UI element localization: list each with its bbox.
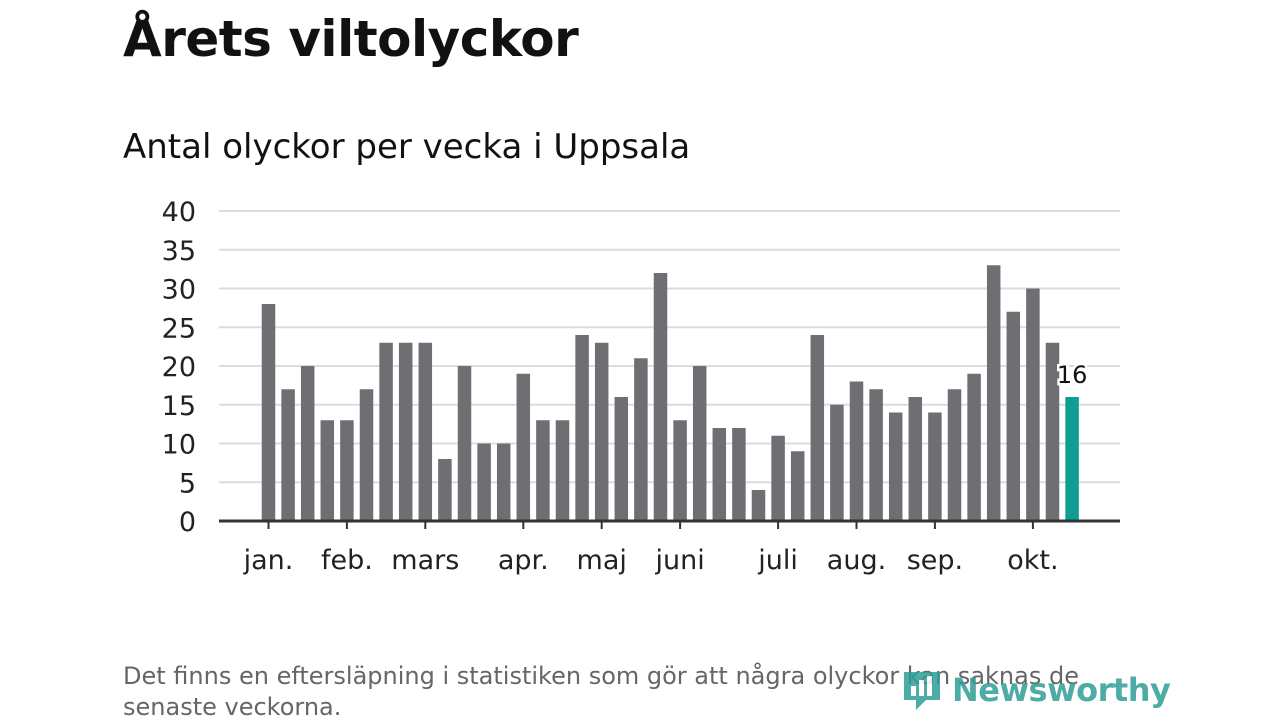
- x-tick-label-juni: juni: [654, 545, 704, 576]
- bar-week-22: [673, 420, 687, 521]
- chart-subtitle: Antal olyckor per vecka i Uppsala: [123, 127, 691, 167]
- bar-week-27: [771, 435, 785, 521]
- bar-week-11: [457, 366, 472, 521]
- bar-week-1: [261, 304, 276, 521]
- bar-week-33: [888, 412, 903, 521]
- bar-week-15: [536, 420, 550, 521]
- bar-week-42: [1065, 397, 1079, 521]
- x-tick-label-juli: juli: [757, 545, 798, 576]
- bar-week-41: [1045, 342, 1060, 521]
- bar-week-21: [653, 273, 668, 521]
- bar-week-36: [947, 389, 962, 521]
- bar-week-28: [790, 451, 805, 521]
- bar-week-38: [986, 265, 1001, 521]
- bar-week-29: [810, 335, 825, 521]
- bar-week-19: [614, 397, 629, 521]
- bar-week-31: [849, 381, 864, 521]
- bar-week-6: [359, 389, 374, 521]
- bar-week-39: [1006, 311, 1021, 521]
- bar-week-26: [751, 490, 766, 521]
- bar-week-8: [398, 342, 413, 521]
- highlight-value-label: 16: [1057, 361, 1088, 389]
- y-tick-label-5: 5: [179, 468, 196, 499]
- x-tick-label-sep.: sep.: [907, 545, 963, 576]
- bar-week-24: [712, 428, 727, 521]
- bar-week-2: [281, 389, 295, 521]
- y-tick-label-0: 0: [179, 507, 196, 538]
- bar-week-37: [967, 373, 981, 521]
- bar-week-17: [575, 335, 589, 521]
- bar-week-25: [732, 428, 746, 521]
- bar-week-10: [438, 459, 452, 521]
- bar-week-32: [869, 389, 883, 521]
- bar-week-23: [692, 366, 707, 521]
- bar-week-12: [477, 443, 491, 521]
- data-labels: 16: [1054, 359, 1090, 392]
- x-axis: jan. feb. mars apr. maj juni juli aug. sep. okt.: [219, 519, 1120, 576]
- newsworthy-logo-icon: [904, 672, 940, 710]
- bar-week-7: [379, 342, 393, 521]
- x-tick-label-okt.: okt.: [1007, 545, 1058, 576]
- bar-week-16: [555, 420, 570, 521]
- chart-title: Årets viltolyckor: [123, 10, 579, 68]
- bar-week-3: [300, 366, 315, 521]
- y-tick-label-10: 10: [162, 430, 196, 461]
- bar-week-14: [516, 373, 531, 521]
- x-tick-label-jan.: jan.: [243, 545, 294, 576]
- bars: [261, 265, 1079, 521]
- x-tick-label-aug.: aug.: [827, 545, 886, 576]
- y-tick-label-40: 40: [162, 197, 196, 228]
- bar-week-9: [418, 342, 433, 521]
- y-tick-label-30: 30: [162, 275, 196, 306]
- x-tick-label-feb.: feb.: [321, 545, 373, 576]
- x-tick-label-mars: mars: [391, 545, 459, 576]
- bar-week-34: [908, 397, 923, 521]
- grid-lines: [219, 210, 1120, 484]
- y-tick-label-20: 20: [162, 352, 196, 383]
- bar-week-20: [634, 358, 648, 521]
- bar-week-40: [1026, 288, 1040, 521]
- logo-text: Newsworthy: [952, 671, 1171, 709]
- bar-week-18: [594, 342, 609, 521]
- y-axis-ticks: 0 5 10 15 20 25 30 35 40: [162, 197, 196, 538]
- bar-week-13: [496, 443, 511, 521]
- x-tick-label-apr.: apr.: [498, 545, 549, 576]
- bar-week-30: [830, 404, 844, 521]
- y-tick-label-25: 25: [162, 313, 196, 344]
- y-tick-label-35: 35: [162, 236, 196, 267]
- bar-week-5: [340, 420, 354, 521]
- newsworthy-logo: Newsworthy: [900, 668, 1171, 712]
- bar-week-35: [928, 412, 942, 521]
- y-tick-label-15: 15: [162, 391, 196, 422]
- x-tick-label-maj: maj: [577, 545, 627, 576]
- bar-week-4: [320, 420, 335, 521]
- bar-chart: 0 5 10 15 20 25 30 35 40 jan. feb. mars apr. maj juni…: [162, 197, 1120, 576]
